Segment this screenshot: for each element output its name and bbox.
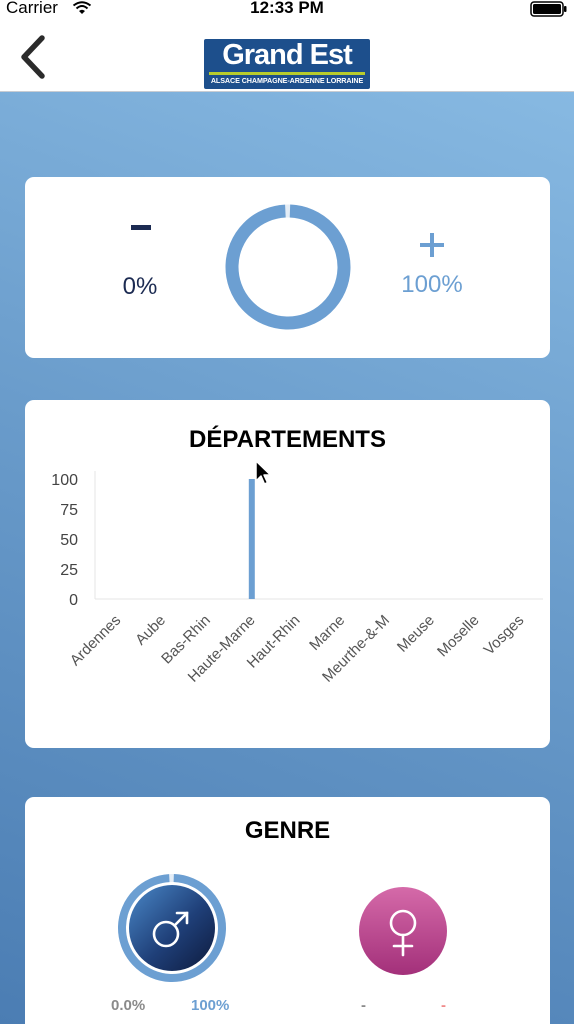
main-content[interactable]: 0% 100% DÉPARTEMENTS 0 25 50 75 100 Ardennes A… — [0, 92, 574, 1024]
male-min-label: 0.0% — [111, 997, 146, 1014]
y-tick-label: 50 — [60, 532, 78, 549]
progress-ring-arc — [225, 204, 351, 330]
battery-icon — [530, 1, 567, 17]
minus-icon — [131, 225, 151, 230]
x-tick-label: Vosges — [481, 612, 528, 659]
min-value: 0% — [122, 273, 158, 300]
female-symbol-icon — [389, 909, 417, 957]
male-max-label: 100% — [191, 997, 230, 1014]
genre-title: GENRE — [244, 817, 331, 844]
x-tick-label: Aube — [132, 612, 169, 649]
grand-est-logo: Grand Est ALSACE CHAMPAGNE-ARDENNE LORRA… — [204, 39, 370, 89]
progress-ring — [225, 204, 351, 330]
departements-title: DÉPARTEMENTS — [189, 426, 386, 453]
y-tick-label: 75 — [60, 502, 78, 519]
x-tick-label: Ardennes — [67, 612, 124, 669]
departements-card: DÉPARTEMENTS 0 25 50 75 100 Ardennes Aube Bas-R… — [25, 400, 550, 748]
chevron-left-icon[interactable] — [18, 34, 50, 80]
male-gauge-arc — [118, 874, 226, 982]
logo-title: Grand Est — [222, 39, 353, 71]
y-tick-label: 100 — [51, 472, 78, 489]
female-max-label: - — [441, 997, 446, 1014]
x-tick-label: Meuse — [394, 612, 438, 656]
y-tick-label: 25 — [60, 562, 78, 579]
logo-subtitle: ALSACE CHAMPAGNE-ARDENNE LORRAINE — [210, 76, 364, 85]
progress-card: 0% 100% — [25, 177, 550, 358]
navigation-bar: Grand Est ALSACE CHAMPAGNE-ARDENNE LORRA… — [0, 20, 574, 92]
status-bar: Carrier 12:33 PM — [0, 0, 574, 20]
genre-card: GENRE — [25, 797, 550, 1024]
bar-haute-marne — [248, 479, 255, 599]
male-gauge — [118, 874, 226, 982]
plus-icon — [420, 233, 444, 257]
female-min-label: - — [361, 997, 366, 1014]
mouse-cursor-icon — [255, 460, 272, 485]
status-time: 12:33 PM — [250, 0, 324, 17]
logo-stripe — [209, 72, 365, 75]
wifi-icon — [72, 1, 92, 14]
x-tick-label: Marne — [306, 612, 348, 654]
carrier-label: Carrier — [6, 0, 58, 17]
female-gauge — [359, 887, 447, 975]
x-tick-label: Moselle — [434, 612, 483, 661]
max-value: 100% — [401, 271, 463, 298]
y-tick-label: 0 — [69, 592, 78, 609]
male-symbol-icon — [152, 911, 189, 948]
